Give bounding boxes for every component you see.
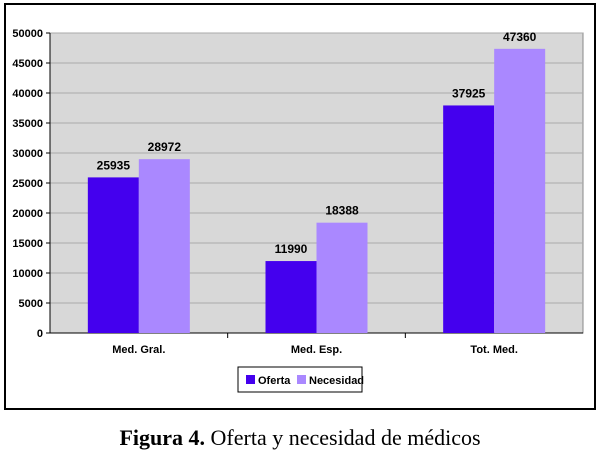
data-label: 28972 <box>148 140 182 154</box>
data-label: 11990 <box>275 242 308 256</box>
figure-caption-text: Oferta y necesidad de médicos <box>210 425 481 450</box>
bar-oferta-3 <box>443 105 495 333</box>
y-tick-label: 20000 <box>12 208 43 220</box>
figure-caption-label: Figura 4. <box>119 425 206 450</box>
category-label: Med. Gral. <box>112 344 165 356</box>
legend-swatch-necesidad <box>297 375 306 384</box>
legend-swatch-oferta <box>246 375 255 384</box>
y-tick-label: 30000 <box>12 148 43 160</box>
bar-chart: 0 5000 10000 15000 20000 25000 30000 35000 40000… <box>12 28 584 393</box>
bar-oferta-1 <box>87 177 139 333</box>
y-tick-label: 50000 <box>12 28 43 40</box>
bar-oferta-2 <box>265 261 317 333</box>
legend-label-oferta: Oferta <box>258 375 291 387</box>
bar-necesidad-1 <box>138 159 190 333</box>
data-label: 18388 <box>325 204 359 218</box>
figure-caption: Figura 4. Oferta y necesidad de médicos <box>0 425 600 451</box>
bar-necesidad-3 <box>494 48 546 334</box>
y-tick-label: 40000 <box>12 88 43 100</box>
legend-label-necesidad: Necesidad <box>309 375 364 387</box>
y-tick-label: 25000 <box>12 178 43 190</box>
y-tick-label: 10000 <box>12 268 43 280</box>
bar-necesidad-2 <box>316 222 368 333</box>
y-tick-label: 35000 <box>12 118 43 130</box>
data-label: 37925 <box>452 86 486 100</box>
y-tick-label: 0 <box>37 328 43 340</box>
category-label: Tot. Med. <box>470 344 517 356</box>
category-label: Med. Esp. <box>291 344 342 356</box>
y-tick-label: 5000 <box>19 298 43 310</box>
data-label: 47360 <box>503 30 537 44</box>
data-label: 25935 <box>97 158 131 172</box>
y-tick-label: 15000 <box>12 238 43 250</box>
y-tick-label: 45000 <box>12 58 43 70</box>
